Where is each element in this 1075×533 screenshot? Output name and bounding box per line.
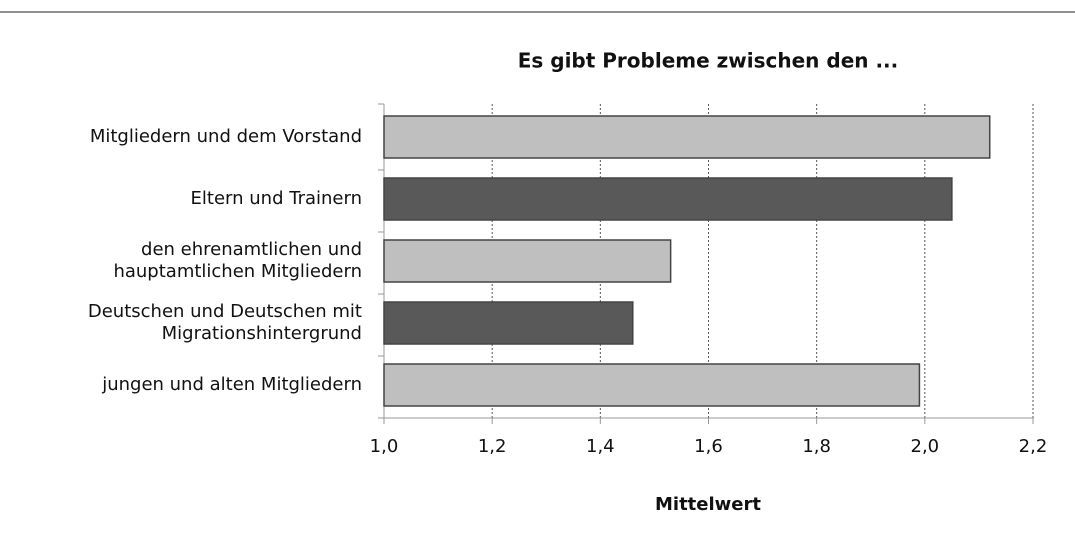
- bar: [383, 239, 672, 283]
- bar: [383, 301, 634, 345]
- y-tick-label: den ehrenamtlichen und hauptamtlichen Mi…: [113, 239, 362, 282]
- y-tick-label: Deutschen und Deutschen mit Migrationshi…: [87, 301, 362, 344]
- x-tick-label: 2,0: [911, 436, 940, 457]
- bar: [383, 115, 991, 159]
- x-tick-label: 1,2: [478, 436, 507, 457]
- x-tick-label: 2,2: [1019, 436, 1048, 457]
- x-axis-label: Mittelwert: [655, 494, 761, 515]
- y-tick-label: Mitgliedern und dem Vorstand: [89, 126, 362, 147]
- x-tick-label: 1,4: [586, 436, 615, 457]
- x-tick-label: 1,0: [370, 436, 399, 457]
- y-tick-label: Eltern und Trainern: [190, 188, 362, 209]
- bar: [383, 177, 953, 221]
- x-tick-label: 1,8: [802, 436, 831, 457]
- chart-title: Es gibt Probleme zwischen den ...: [518, 49, 899, 73]
- y-tick-label: jungen und alten Mitgliedern: [102, 374, 362, 395]
- bar: [383, 363, 921, 407]
- x-tick-label: 1,6: [694, 436, 723, 457]
